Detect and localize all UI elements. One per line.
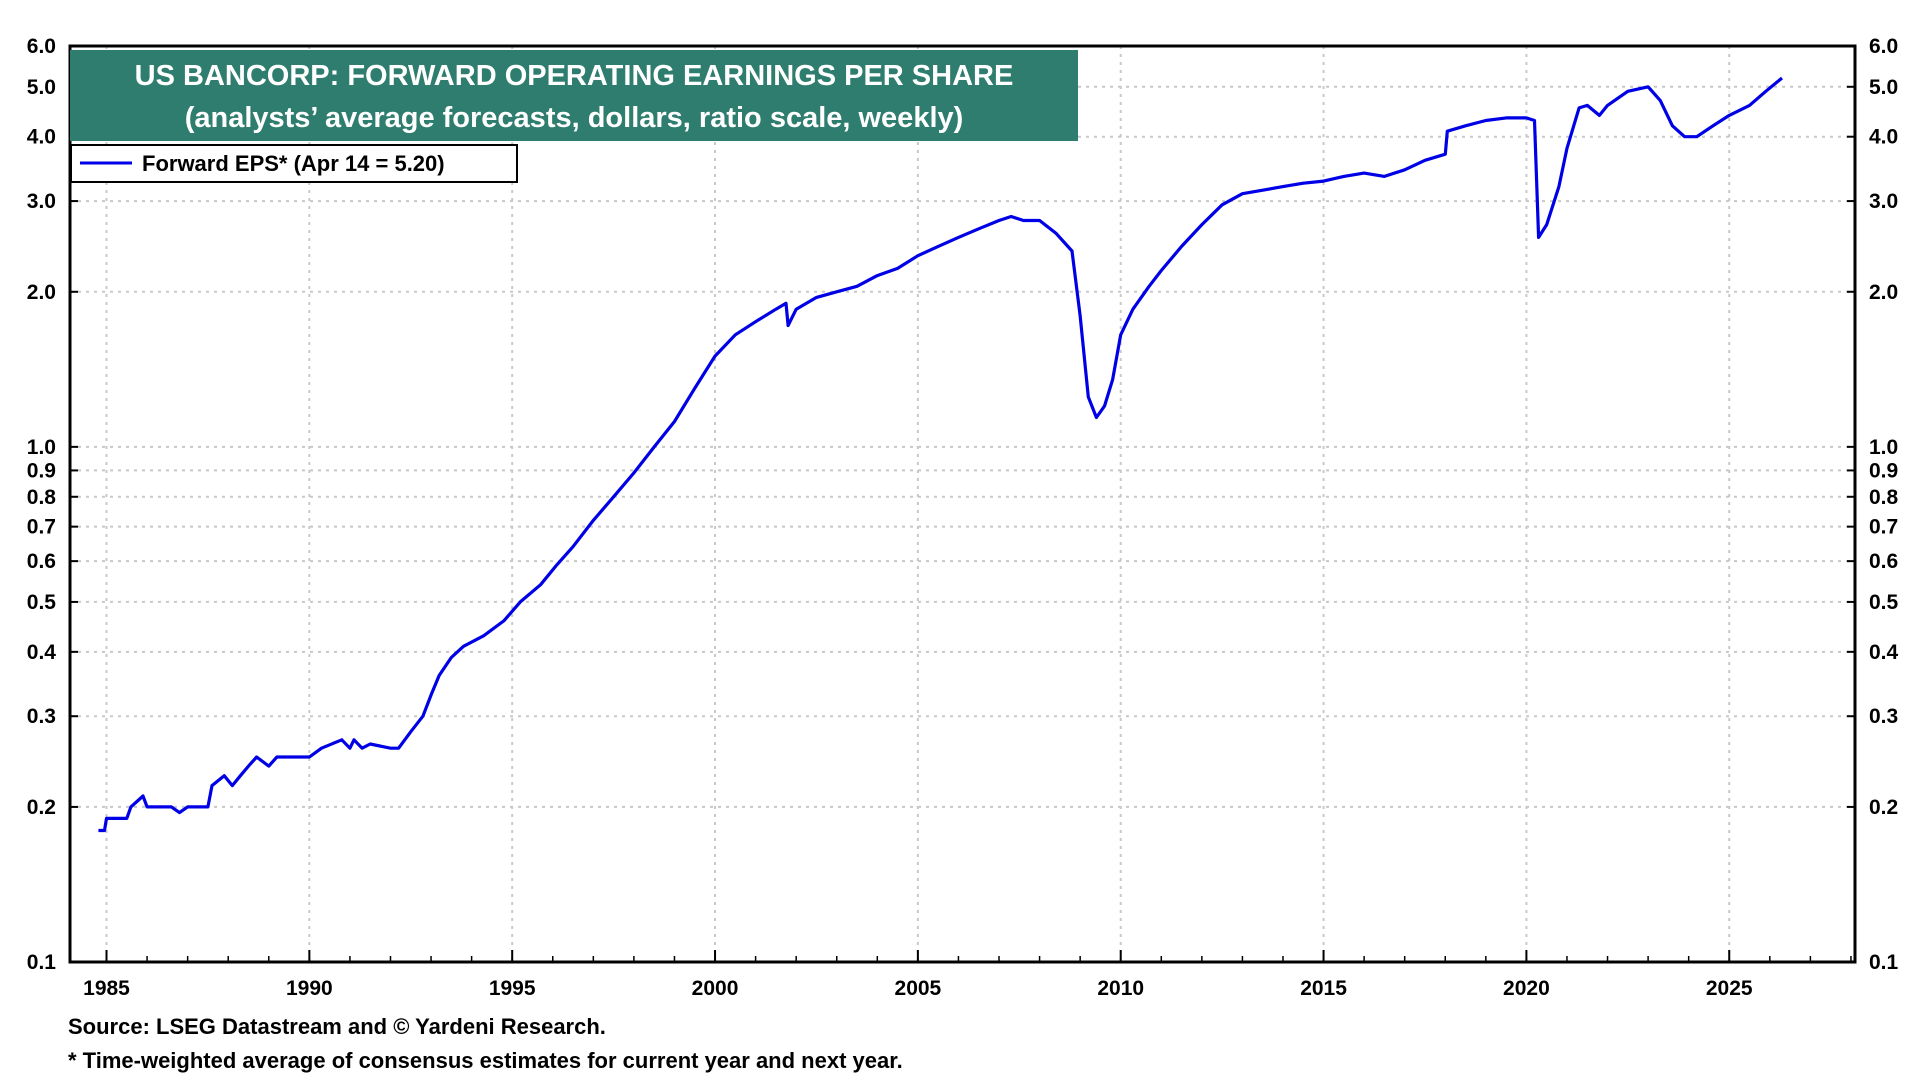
x-tick-label: 1990 xyxy=(286,977,333,1000)
y-tick-label-left: 3.0 xyxy=(27,190,56,213)
x-tick-label: 2020 xyxy=(1503,977,1550,1000)
title-background xyxy=(70,50,1078,141)
y-tick-label-left: 0.4 xyxy=(27,641,57,664)
y-tick-label-right: 2.0 xyxy=(1869,281,1898,304)
y-tick-label-left: 0.9 xyxy=(27,459,56,482)
plot-frame xyxy=(68,44,1857,964)
y-tick-label-right: 0.9 xyxy=(1869,459,1898,482)
y-tick-label-left: 6.0 xyxy=(27,35,56,58)
y-tick-label-right: 0.2 xyxy=(1869,796,1898,819)
x-tick-label: 1995 xyxy=(489,977,536,1000)
grid-lines xyxy=(70,46,1855,962)
x-axis-labels: 1985 1990 1995 2000 2005 2010 2015 2020 2025 xyxy=(83,977,1753,1000)
y-tick-label-left: 1.0 xyxy=(27,436,56,459)
y-tick-label-left: 0.5 xyxy=(27,591,57,614)
y-tick-label-right: 0.7 xyxy=(1869,516,1898,539)
y-tick-label-right: 0.3 xyxy=(1869,705,1898,728)
source-note: Source: LSEG Datastream and © Yardeni Re… xyxy=(68,1014,606,1039)
y-tick-label-right: 5.0 xyxy=(1869,76,1898,99)
y-tick-label-left: 0.2 xyxy=(27,796,56,819)
y-tick-label-left: 0.7 xyxy=(27,516,56,539)
y-tick-label-left: 0.3 xyxy=(27,705,56,728)
y-axis-left-labels: 0.1 0.2 0.3 0.4 0.5 0.6 0.7 0.8 0.91.0 2.0 3.0 4.0 5… xyxy=(27,35,57,974)
y-tick-label-left: 4.0 xyxy=(27,126,56,149)
y-tick-label-right: 0.6 xyxy=(1869,550,1898,573)
legend-box xyxy=(70,144,518,183)
legend-label: Forward EPS* (Apr 14 = 5.20) xyxy=(142,151,445,176)
y-tick-label-left: 2.0 xyxy=(27,281,56,304)
x-tick-label: 2010 xyxy=(1097,977,1144,1000)
y-tick-label-right: 1.0 xyxy=(1869,436,1898,459)
x-tick-label: 2005 xyxy=(895,977,942,1000)
y-tick-label-right: 0.8 xyxy=(1869,486,1899,509)
x-tick-label: 2025 xyxy=(1706,977,1753,1000)
y-axis-right-labels: 0.1 0.2 0.3 0.4 0.5 0.6 0.7 0.8 0.91.0 2.0 3.0 4.0 5… xyxy=(1869,35,1899,974)
y-tick-label-right: 3.0 xyxy=(1869,190,1898,213)
y-tick-label-right: 0.5 xyxy=(1869,591,1899,614)
y-tick-label-right: 4.0 xyxy=(1869,126,1898,149)
title-box: US BANCORP: FORWARD OPERATING EARNINGS P… xyxy=(70,50,1078,141)
y-tick-label-right: 0.4 xyxy=(1869,641,1899,664)
y-tick-label-left: 0.1 xyxy=(27,951,57,974)
y-tick-label-right: 0.1 xyxy=(1869,951,1899,974)
chart-title: US BANCORP: FORWARD OPERATING EARNINGS P… xyxy=(135,60,1014,92)
footnote: * Time-weighted average of consensus est… xyxy=(68,1048,903,1073)
axis-ticks xyxy=(70,45,1855,963)
x-tick-label: 2015 xyxy=(1300,977,1347,1000)
chart-subtitle: (analysts’ average forecasts, dollars, r… xyxy=(185,102,964,134)
series-line-forward-eps xyxy=(98,76,1784,833)
y-tick-label-left: 5.0 xyxy=(27,76,56,99)
x-tick-label: 2000 xyxy=(692,977,739,1000)
y-tick-label-left: 0.6 xyxy=(27,550,56,573)
series-layer xyxy=(98,76,1784,833)
x-tick-label: 1985 xyxy=(83,977,130,1000)
y-tick-label-left: 0.8 xyxy=(27,486,57,509)
y-tick-label-right: 6.0 xyxy=(1869,35,1898,58)
legend: Forward EPS* (Apr 14 = 5.20) xyxy=(70,144,518,183)
